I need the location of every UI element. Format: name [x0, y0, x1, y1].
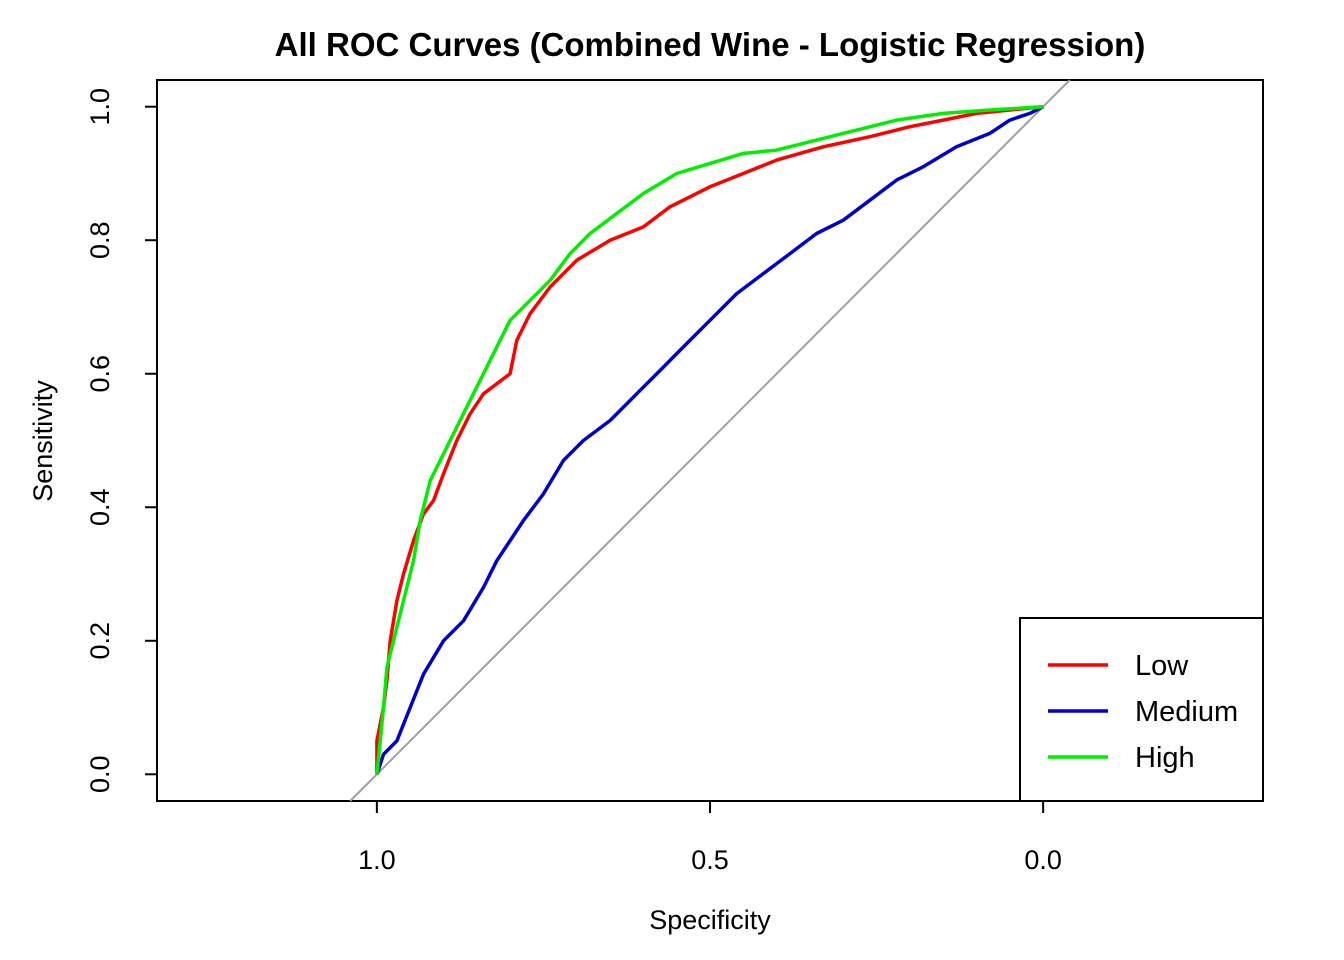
y-tick-label: 0.6 [85, 355, 115, 393]
y-tick-label: 1.0 [85, 88, 115, 126]
y-tick-label: 0.8 [85, 221, 115, 259]
x-tick-label: 0.5 [691, 845, 729, 875]
legend-label-high: High [1135, 742, 1195, 774]
y-tick-label: 0.2 [85, 622, 115, 660]
series-line-medium [375, 105, 1044, 775]
y-tick-label: 0.4 [85, 488, 115, 526]
legend-label-medium: Medium [1135, 696, 1238, 728]
series-layer [375, 104, 1044, 775]
x-tick-label: 0.0 [1024, 845, 1062, 875]
y-axis: 0.0 0.2 0.4 0.6 0.8 1.0 [85, 88, 158, 794]
series-line-low [375, 104, 1044, 775]
reference-diagonal-line [349, 79, 1071, 802]
x-axis: 1.0 0.5 0.0 [358, 800, 1062, 875]
y-tick-label: 0.0 [85, 756, 115, 794]
series-line-high [375, 104, 1044, 775]
x-tick-label: 1.0 [358, 845, 396, 875]
y-axis-label: Sensitivity [28, 380, 58, 502]
legend-label-low: Low [1135, 650, 1189, 682]
x-axis-label: Specificity [649, 905, 771, 935]
legend: Low Medium High [1019, 617, 1264, 802]
reference-diagonal-layer [349, 79, 1071, 802]
chart-title: All ROC Curves (Combined Wine - Logistic… [275, 26, 1146, 63]
